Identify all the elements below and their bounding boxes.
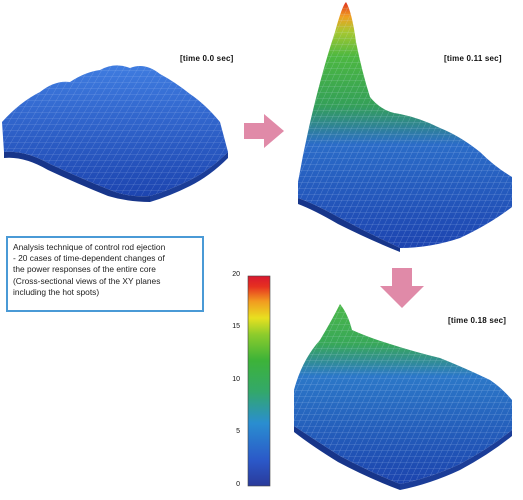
info-line-5: including the hot spots) [13, 286, 100, 297]
colorbar-tick-10: 10 [232, 376, 240, 383]
arrow-right-icon [244, 114, 284, 148]
time-label-0: [time 0.0 sec] [180, 54, 234, 63]
colorbar-tick-15: 15 [232, 323, 240, 330]
colorbar-tick-0: 0 [236, 481, 240, 488]
info-line-3: the power responses of the entire core [13, 264, 156, 275]
arrow-down-icon [380, 268, 424, 308]
info-line-1: Analysis technique of control rod ejecti… [13, 242, 166, 252]
colorbar-tick-20: 20 [232, 271, 240, 278]
colorbar [247, 275, 271, 487]
surface-plot-t0 [2, 65, 228, 202]
time-label-2: [time 0.18 sec] [448, 316, 507, 325]
surface-plot-t018 [294, 304, 512, 490]
colorbar-tick-5: 5 [236, 428, 240, 435]
surface-plot-t011 [298, 2, 512, 252]
info-line-4: (Cross-sectional views of the XY planes [13, 275, 161, 286]
info-box: Analysis technique of control rod ejecti… [6, 236, 204, 312]
colorbar-gradient [247, 275, 271, 487]
time-label-1: [time 0.11 sec] [444, 54, 502, 63]
info-line-2: - 20 cases of time-dependent changes of [13, 253, 165, 264]
